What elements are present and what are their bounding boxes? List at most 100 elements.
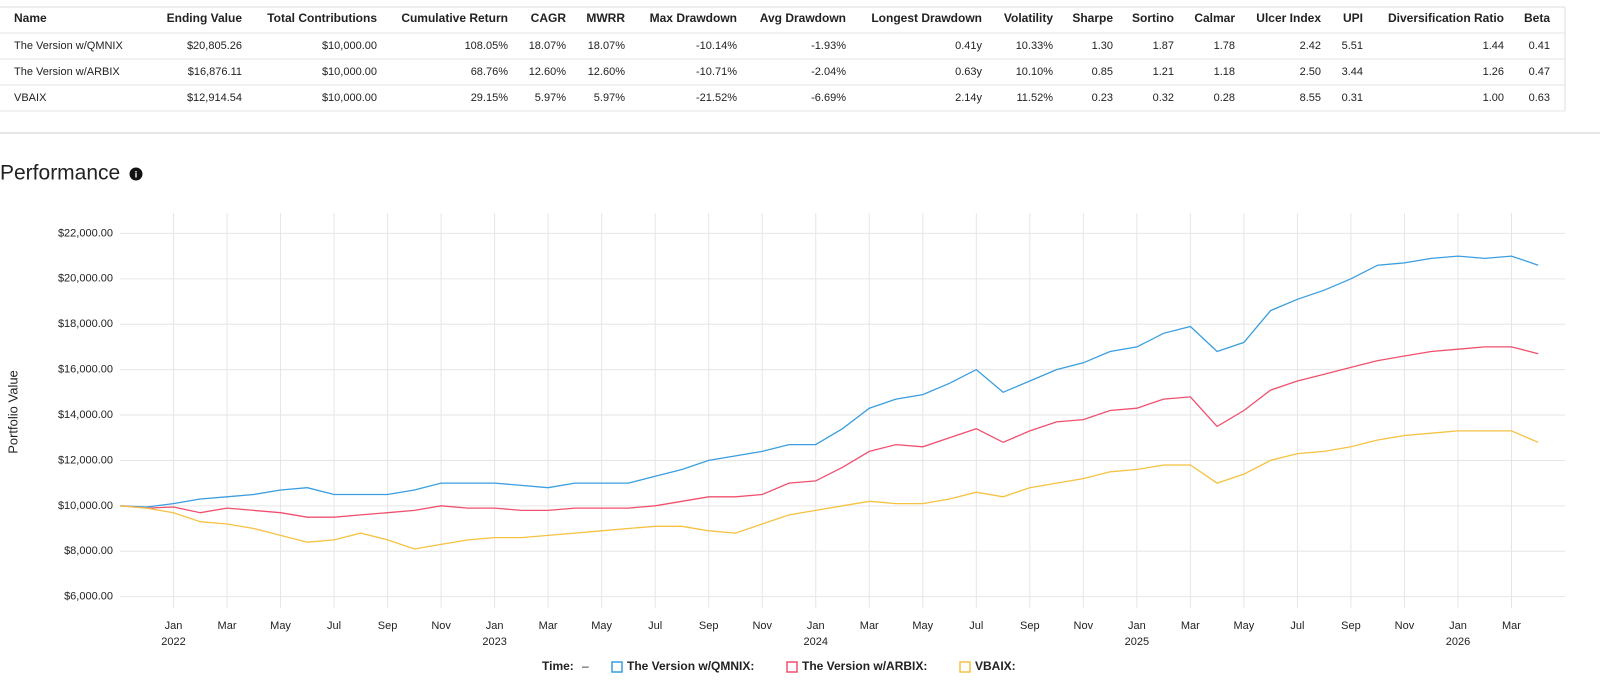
table-header: Volatility bbox=[1004, 11, 1053, 25]
table-cell: 8.55 bbox=[1300, 92, 1321, 104]
table-cell: -21.52% bbox=[696, 92, 737, 104]
table-cell: $10,000.00 bbox=[322, 66, 377, 78]
table-cell: 11.52% bbox=[1017, 92, 1054, 104]
table-header: Total Contributions bbox=[267, 11, 377, 25]
table-header: Ulcer Index bbox=[1256, 11, 1321, 25]
table-cell: 10.33% bbox=[1016, 40, 1054, 52]
table-cell: 1.18 bbox=[1214, 66, 1235, 78]
x-tick-label: Jul bbox=[1290, 620, 1304, 632]
section-title: Performance bbox=[0, 162, 120, 185]
x-tick-label: Jan bbox=[1128, 620, 1146, 632]
x-tick-label: Jul bbox=[327, 620, 341, 632]
table-cell: 1.00 bbox=[1483, 92, 1504, 104]
table-cell: $20,805.26 bbox=[187, 40, 242, 52]
x-tick-label: Jan bbox=[807, 620, 825, 632]
table-cell: 1.44 bbox=[1483, 40, 1504, 52]
table-header: Diversification Ratio bbox=[1388, 11, 1504, 25]
table-cell: -10.14% bbox=[696, 40, 737, 52]
table-cell: 0.41y bbox=[955, 40, 982, 52]
series-line bbox=[119, 346, 1539, 518]
table-header: CAGR bbox=[531, 11, 567, 25]
table-cell: 0.63 bbox=[1529, 92, 1550, 104]
info-icon-glyph: i bbox=[135, 169, 138, 179]
table-cell: $10,000.00 bbox=[322, 40, 377, 52]
table-cell: VBAIX bbox=[14, 92, 47, 104]
table-cell: 18.07% bbox=[529, 40, 567, 52]
table-cell: 2.14y bbox=[955, 92, 982, 104]
table-header: Cumulative Return bbox=[401, 11, 508, 25]
x-year-label: 2026 bbox=[1446, 636, 1470, 648]
x-tick-label: Jul bbox=[969, 620, 983, 632]
x-tick-label: Jan bbox=[1449, 620, 1467, 632]
x-tick-label: Mar bbox=[1181, 620, 1200, 632]
table-header: Ending Value bbox=[167, 11, 243, 25]
x-tick-label: Mar bbox=[860, 620, 879, 632]
table-cell: -2.04% bbox=[811, 66, 846, 78]
table-cell: 2.50 bbox=[1300, 66, 1321, 78]
table-cell: 12.60% bbox=[529, 66, 567, 78]
table-cell: 10.10% bbox=[1016, 66, 1054, 78]
table-cell: 5.97% bbox=[594, 92, 625, 104]
table-header: Sharpe bbox=[1072, 11, 1113, 25]
table-header: UPI bbox=[1343, 11, 1363, 25]
info-icon[interactable] bbox=[129, 167, 143, 181]
table-header: Calmar bbox=[1194, 11, 1235, 25]
table-cell: 1.30 bbox=[1092, 40, 1113, 52]
y-tick-label: $10,000.00 bbox=[58, 500, 113, 512]
table-cell: 1.26 bbox=[1483, 66, 1504, 78]
table-cell: 0.23 bbox=[1092, 92, 1113, 104]
table-cell: 0.85 bbox=[1092, 66, 1113, 78]
legend-label: The Version w/ARBIX: bbox=[802, 659, 927, 673]
x-year-label: 2022 bbox=[161, 636, 185, 648]
series-line bbox=[119, 255, 1539, 508]
table-cell: 0.47 bbox=[1529, 66, 1550, 78]
table-cell: $10,000.00 bbox=[322, 92, 377, 104]
table-cell: 29.15% bbox=[471, 92, 509, 104]
table-cell: 68.76% bbox=[471, 66, 509, 78]
table-header: Avg Drawdown bbox=[760, 11, 846, 25]
y-tick-label: $20,000.00 bbox=[58, 273, 113, 285]
y-axis-label: Portfolio Value bbox=[5, 370, 20, 454]
x-tick-label: Mar bbox=[1502, 620, 1521, 632]
x-tick-label: May bbox=[591, 620, 612, 632]
legend-swatch bbox=[611, 661, 623, 673]
table-cell: 18.07% bbox=[588, 40, 626, 52]
table-cell: The Version w/QMNIX bbox=[14, 40, 123, 52]
table-cell: 0.28 bbox=[1214, 92, 1235, 104]
x-year-label: 2024 bbox=[803, 636, 827, 648]
table-cell: 0.32 bbox=[1153, 92, 1174, 104]
x-tick-label: Mar bbox=[218, 620, 237, 632]
legend-swatch bbox=[959, 661, 971, 673]
x-tick-label: Sep bbox=[378, 620, 398, 632]
x-tick-label: May bbox=[270, 620, 291, 632]
x-tick-label: Jan bbox=[486, 620, 504, 632]
table-cell: $16,876.11 bbox=[188, 66, 242, 78]
table-header: Name bbox=[14, 11, 47, 25]
y-tick-label: $14,000.00 bbox=[58, 409, 113, 421]
table-cell: -6.69% bbox=[811, 92, 846, 104]
table-cell: 0.63y bbox=[955, 66, 982, 78]
y-tick-label: $18,000.00 bbox=[58, 318, 113, 330]
y-tick-label: $12,000.00 bbox=[58, 454, 113, 466]
x-tick-label: Nov bbox=[752, 620, 772, 632]
y-tick-label: $6,000.00 bbox=[64, 591, 113, 603]
legend-title: Time: bbox=[542, 659, 574, 673]
x-tick-label: Sep bbox=[699, 620, 719, 632]
x-tick-label: Jul bbox=[648, 620, 662, 632]
legend-label: VBAIX: bbox=[975, 659, 1016, 673]
table-cell: The Version w/ARBIX bbox=[14, 66, 120, 78]
table-cell: 1.87 bbox=[1153, 40, 1174, 52]
table-cell: 0.31 bbox=[1342, 92, 1363, 104]
table-cell: -10.71% bbox=[696, 66, 737, 78]
x-tick-label: Jan bbox=[165, 620, 183, 632]
table-cell: -1.93% bbox=[811, 40, 846, 52]
legend-swatch bbox=[786, 661, 798, 673]
x-tick-label: Mar bbox=[539, 620, 558, 632]
x-year-label: 2025 bbox=[1125, 636, 1149, 648]
table-header: Longest Drawdown bbox=[871, 11, 982, 25]
x-tick-label: Nov bbox=[1395, 620, 1415, 632]
legend-dash: – bbox=[582, 659, 589, 673]
table-cell: 0.41 bbox=[1529, 40, 1550, 52]
x-year-label: 2023 bbox=[482, 636, 506, 648]
